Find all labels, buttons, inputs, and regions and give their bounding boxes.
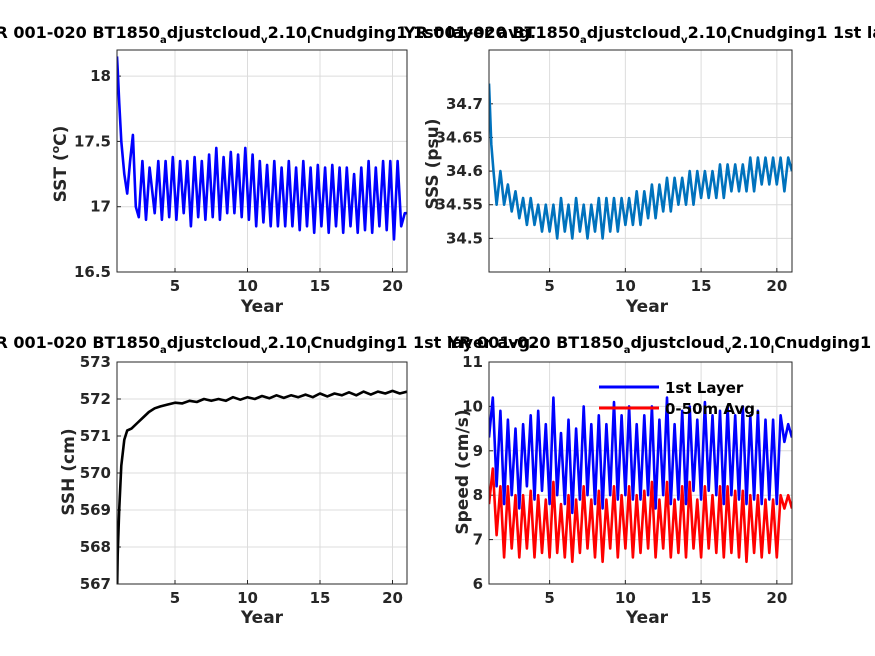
sst-plot-area: 5 10 15 20 16.5 17 17.5 18 (74, 49, 408, 295)
sss-ylabel: SSS (psu) (423, 118, 443, 209)
speed-xtick-label: 15 (691, 589, 712, 607)
ssh-xtick-label: 20 (382, 589, 403, 607)
ssh-title: YR 001-020 BT1850adjustcloudv2.10lCnudgi… (0, 333, 536, 356)
speed-title: YR 001-020 BT1850adjustcloudv2.10lCnudgi… (447, 333, 875, 356)
ssh-series-line-0 (117, 389, 407, 584)
sss-ytick-label: 34.7 (446, 95, 483, 113)
ssh-ytick-label: 567 (80, 575, 111, 593)
ssh-xlabel: Year (240, 608, 284, 628)
sst-xtick-label: 20 (382, 277, 403, 295)
ssh-ytick-label: 570 (80, 464, 111, 482)
sss-xtick-label: 5 (544, 277, 554, 295)
ssh-ytick-label: 568 (80, 538, 111, 556)
sss-series-line-0 (489, 83, 792, 240)
speed-xtick-label: 5 (544, 589, 554, 607)
sst-ytick-label: 18 (90, 67, 111, 85)
speed-ylabel: Speed (cm/s) (453, 409, 473, 534)
sst-series-line-0 (117, 56, 407, 241)
sss-plot-area: 5 10 15 20 34.5 34.55 34.6 34.65 34.7 (436, 49, 793, 295)
ssh-xtick-label: 15 (310, 589, 331, 607)
sss-ytick-label: 34.6 (446, 162, 483, 180)
speed-series-line-1 (489, 467, 792, 564)
sss-xtick-label: 15 (691, 277, 712, 295)
sst-xtick-label: 15 (310, 277, 331, 295)
sst-ytick-label: 17 (90, 198, 111, 216)
sss-title: YR 001-020 BT1850adjustcloudv2.10lCnudgi… (403, 23, 875, 46)
speed-ytick-label: 11 (462, 353, 483, 371)
speed-ytick-label: 9 (473, 442, 483, 460)
speed-legend-label: 0-50m Avg. (665, 400, 761, 418)
speed-legend: 1st Layer 0-50m Avg. (599, 379, 761, 418)
speed-ytick-label: 8 (473, 486, 483, 504)
sss-xlabel: Year (625, 297, 669, 317)
ssh-ylabel: SSH (cm) (59, 428, 79, 515)
speed-ytick-label: 7 (473, 531, 483, 549)
sst-ylabel: SST (oC) (49, 126, 71, 203)
sss-axes-frame (488, 49, 793, 273)
speed-ytick-label: 10 (462, 397, 483, 415)
sss-xtick-label: 20 (766, 277, 787, 295)
speed-xtick-label: 10 (615, 589, 636, 607)
sss-xtick-label: 10 (615, 277, 636, 295)
ssh-plot-area: 5 10 15 20 567 568 569 570 571 572 573 (80, 353, 408, 607)
sss-axes-background (489, 50, 792, 272)
sss-ytick-label: 34.65 (436, 128, 483, 146)
ssh-ytick-label: 573 (80, 353, 111, 371)
sst-xlabel: Year (240, 297, 284, 317)
speed-xlabel: Year (625, 608, 669, 628)
speed-plot-area: 5 10 15 20 6 7 8 9 10 11 1st Layer 0-50m Avg. (462, 353, 793, 607)
sst-ytick-label: 17.5 (74, 132, 111, 150)
sst-ytick-label: 16.5 (74, 263, 111, 281)
sst-axes-background (117, 50, 407, 272)
sst-xtick-label: 10 (237, 277, 258, 295)
ssh-ytick-label: 571 (80, 427, 111, 445)
speed-xtick-label: 20 (766, 589, 787, 607)
ssh-xtick-label: 5 (170, 589, 180, 607)
ssh-axes-frame (116, 361, 408, 585)
sss-ytick-label: 34.5 (446, 229, 483, 247)
sst-xtick-label: 5 (170, 277, 180, 295)
sst-title: YR 001-020 BT1850adjustcloudv2.10lCnudgi… (0, 23, 536, 46)
speed-axes-frame (488, 361, 793, 585)
ssh-xtick-label: 10 (237, 589, 258, 607)
speed-ytick-label: 6 (473, 575, 483, 593)
speed-legend-label: 1st Layer (665, 379, 744, 397)
sss-ytick-label: 34.55 (436, 196, 483, 214)
ssh-ytick-label: 572 (80, 390, 111, 408)
sst-axes-frame (116, 49, 408, 273)
ssh-ytick-label: 569 (80, 501, 111, 519)
speed-series-line-0 (489, 396, 792, 515)
